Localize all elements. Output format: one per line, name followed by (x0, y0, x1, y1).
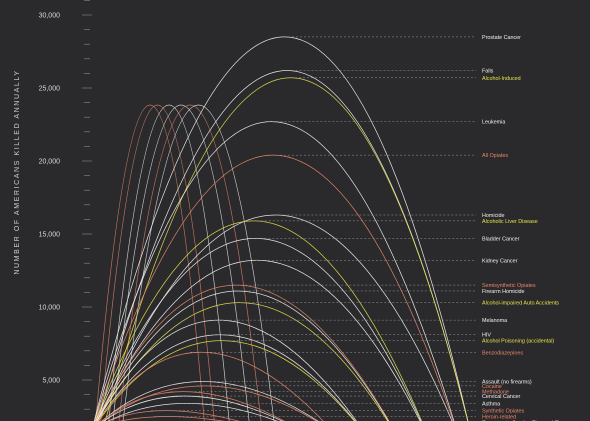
series-arc (108, 410, 240, 421)
series-label: Homicide (482, 213, 504, 219)
series-arc (98, 214, 453, 421)
background-arc (122, 104, 275, 421)
series-arc (93, 36, 469, 421)
series-label: Bladder Cancer (482, 236, 520, 242)
y-tick-label: 15,000 (39, 232, 61, 239)
series-arc (104, 77, 469, 421)
series-label: Alcohol-impaired Auto Accidents (482, 301, 559, 307)
series-label: HIV (482, 333, 491, 339)
background-arc (108, 104, 230, 421)
series-label: Heroin-related (482, 415, 516, 421)
series-label: Benzodiazepines (482, 350, 523, 356)
series-label: Synthetic Opiates (482, 409, 525, 415)
series-label: Alcohol Poisoning (accidental) (482, 339, 554, 345)
background-arc (100, 104, 215, 421)
y-axis-label: NUMBER OF AMERICANS KILLED ANNUALLY (14, 69, 21, 274)
background-arc (112, 104, 250, 421)
series-arc (97, 352, 324, 421)
y-tick-label: 20,000 (39, 159, 61, 166)
series-label: Melanoma (482, 318, 507, 324)
series-label: Cocaine (482, 384, 502, 390)
series-label: Kidney Cancer (482, 258, 518, 264)
y-tick-label: 25,000 (39, 86, 61, 93)
y-tick-label: 5,000 (42, 378, 60, 385)
background-arc (118, 104, 262, 421)
y-tick-label: 10,000 (39, 305, 61, 312)
series-labels: Prostate Cancer Falls Alcohol-Induced Leuke… (482, 35, 573, 421)
leader-lines (151, 36, 476, 417)
series-arc (95, 238, 422, 421)
series-label: Falls (482, 68, 494, 74)
series-arc (96, 290, 389, 421)
series-arc (103, 395, 283, 421)
series-label: Alcohol-Induced (482, 76, 521, 82)
series-label: Cervical Cancer (482, 394, 521, 400)
series-label: Asthma (482, 401, 500, 407)
y-tick-label: 30,000 (39, 13, 61, 20)
series-label: Firearm Homicide (482, 289, 525, 295)
series-arc (96, 260, 421, 421)
series-arc (102, 385, 317, 421)
series-label: Leukemia (482, 120, 505, 126)
series-label: All Opiates (482, 153, 508, 159)
series-label: Assault (no firearms) (482, 379, 532, 385)
series-label: Alcoholic Liver Disease (482, 219, 538, 225)
series-label: Semisynthetic Opiates (482, 283, 536, 289)
series-arc (94, 121, 455, 421)
series-label: Prostate Cancer (482, 35, 521, 41)
series-arc (96, 284, 390, 421)
y-axis: 5,000 10,000 15,000 20,000 25,000 30,000 (39, 0, 92, 410)
series-arc (95, 220, 422, 421)
series-label: Methadone (482, 390, 509, 396)
